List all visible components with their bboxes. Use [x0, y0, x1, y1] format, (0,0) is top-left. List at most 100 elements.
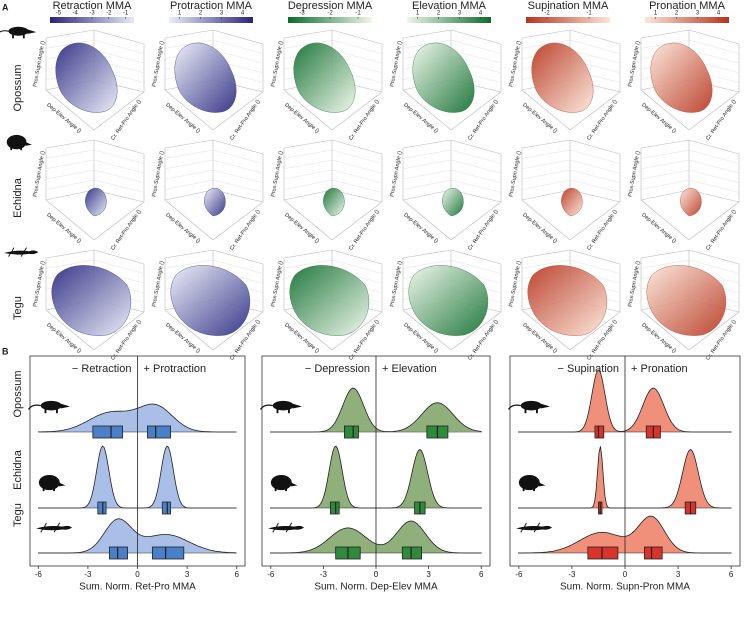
scatter-3d: Prox-Supn Angle ()Dep-Elev Angle () Cr. R…: [270, 249, 383, 362]
animal-silhouette: [36, 522, 73, 533]
data-cloud: [646, 265, 727, 336]
colorbar-title: Supination MMA: [528, 0, 609, 12]
panel-label: A: [2, 2, 9, 12]
axis-label: Dep-Elev Angle (): [283, 212, 320, 244]
box: [344, 425, 359, 439]
row-label: Echidna: [12, 177, 24, 218]
data-cloud: [650, 42, 713, 113]
colorbar-tick-label: -1: [123, 11, 129, 17]
density-ridge: [38, 445, 236, 509]
row-label: Tegu: [12, 503, 24, 527]
group-label: + Elevation: [382, 363, 437, 375]
scatter-3d: Prox-Supn Angle ()Dep-Elev Angle () Cr. R…: [508, 29, 621, 142]
x-tick-label: -6: [267, 570, 275, 579]
box: [147, 425, 171, 439]
axis-label: Prox-Supn Angle (): [508, 41, 522, 88]
axis-label: Prox-Supn Angle (): [32, 261, 46, 308]
colorbar-tick-label: 3: [220, 11, 224, 17]
data-cloud: [408, 265, 489, 336]
group-label: − Retraction: [72, 363, 132, 375]
panel-label: B: [2, 346, 9, 356]
data-cloud: [204, 187, 226, 217]
row-label: Opossum: [12, 64, 24, 111]
scatter-3d: Prox-Supn Angle ()Dep-Elev Angle () Cr. R…: [32, 139, 145, 252]
colorbar-title: Pronation MMA: [649, 0, 725, 12]
animal-silhouette: [518, 474, 546, 492]
colorbar-tick-label: 4: [479, 11, 483, 17]
data-cloud: [527, 265, 608, 336]
data-cloud: [170, 265, 251, 336]
animal-silhouette: [270, 474, 298, 492]
colorbar-tick-label: -1: [586, 11, 592, 17]
animal-silhouette: [0, 26, 37, 39]
group-label: − Supination: [558, 363, 619, 375]
axis-label: Dep-Elev Angle (): [45, 212, 82, 244]
data-cloud: [561, 187, 583, 217]
colorbar-tick-label: 4: [241, 11, 245, 17]
colorbar-tick-label: -5: [56, 11, 62, 17]
box: [108, 546, 128, 560]
box: [97, 501, 107, 515]
axis-label: Dep-Elev Angle (): [521, 212, 558, 244]
box: [161, 501, 171, 515]
axis-label: Prox-Supn Angle (): [270, 151, 284, 198]
axis-label: Prox-Supn Angle (): [508, 261, 522, 308]
colorbar-tick-label: 2: [675, 11, 679, 17]
data-cloud: [174, 42, 237, 113]
x-axis-label: Sum. Norm. Ret-Pro MMA: [79, 582, 196, 593]
scatter-3d: Prox-Supn Angle ()Dep-Elev Angle () Cr. R…: [32, 29, 145, 142]
colorbar: [526, 17, 610, 23]
x-tick-label: -3: [84, 570, 92, 579]
x-tick-label: 6: [235, 570, 240, 579]
axis-label: Prox-Supn Angle (): [270, 261, 284, 308]
data-cloud: [680, 187, 702, 217]
group-label: + Protraction: [144, 363, 207, 375]
box: [329, 501, 340, 515]
data-cloud: [289, 265, 370, 336]
scatter-3d: Prox-Supn Angle ()Dep-Elev Angle () Cr. R…: [627, 29, 740, 142]
density-ridge: [518, 369, 731, 433]
scatter-3d: Prox-Supn Angle ()Dep-Elev Angle () Cr. R…: [627, 139, 740, 252]
axis-label: Prox-Supn Angle (): [151, 41, 165, 88]
colorbar: [407, 17, 491, 23]
row-label: Tegu: [12, 296, 24, 320]
density-ridge: [518, 515, 731, 554]
box: [587, 546, 619, 560]
colorbar-tick-label: 1: [416, 11, 420, 17]
data-cloud: [85, 187, 107, 217]
x-tick-label: 0: [374, 570, 379, 579]
scatter-3d: Prox-Supn Angle ()Dep-Elev Angle () Cr. R…: [508, 249, 621, 362]
row-label: Opossum: [12, 370, 24, 417]
x-tick-label: -3: [320, 570, 328, 579]
scatter-3d: Prox-Supn Angle ()Dep-Elev Angle () Cr. R…: [151, 249, 264, 362]
axis-label: Prox-Supn Angle (): [270, 41, 284, 88]
colorbar: [645, 17, 729, 23]
x-tick-label: -3: [568, 570, 576, 579]
animal-silhouette: [268, 522, 305, 533]
x-tick-label: 0: [135, 570, 140, 579]
scatter-3d: Prox-Supn Angle ()Dep-Elev Angle () Cr. R…: [389, 249, 502, 362]
colorbar-title: Depression MMA: [288, 0, 373, 12]
scatter-3d: Prox-Supn Angle ()Dep-Elev Angle () Cr. R…: [151, 139, 264, 252]
data-cloud: [442, 187, 464, 217]
box: [401, 546, 422, 560]
colorbar-tick-label: 4: [717, 11, 721, 17]
row-label: Echidna: [12, 449, 24, 490]
x-tick-label: -6: [515, 570, 523, 579]
axis-label: Prox-Supn Angle (): [32, 151, 46, 198]
colorbar-title: Protraction MMA: [170, 0, 253, 12]
colorbar-tick-label: -2: [327, 11, 333, 17]
colorbar-tick-label: -2: [106, 11, 112, 17]
axis-label: Prox-Supn Angle (): [32, 41, 46, 88]
axis-label: Prox-Supn Angle (): [627, 151, 641, 198]
data-cloud: [55, 42, 118, 113]
colorbar-tick-label: 3: [458, 11, 462, 17]
density-ridge: [38, 518, 236, 554]
data-cloud: [323, 187, 345, 217]
box: [92, 425, 124, 439]
x-tick-label: 3: [676, 570, 681, 579]
box: [644, 546, 663, 560]
colorbar: [50, 17, 134, 23]
axis-label: Dep-Elev Angle (): [402, 212, 439, 244]
